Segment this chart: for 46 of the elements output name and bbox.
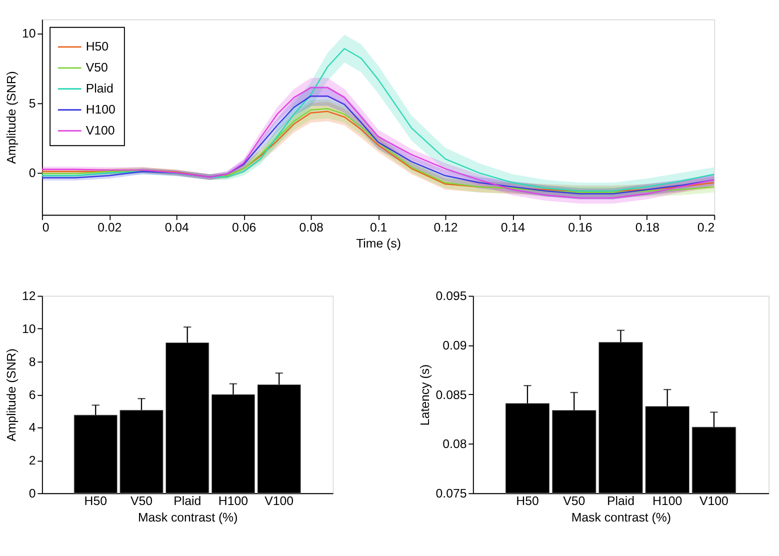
x-tick-label: 0.2 xyxy=(697,220,715,234)
legend-label: H100 xyxy=(86,102,116,117)
x-tick-label: 0.16 xyxy=(568,220,592,234)
y-tick-label: 10 xyxy=(22,26,36,41)
y-tick-label: 4 xyxy=(28,420,36,435)
y-tick-label: 0.095 xyxy=(436,289,467,304)
y-tick-label: 10 xyxy=(22,322,36,336)
x-tick-label: 0.14 xyxy=(500,220,526,234)
x-tick-label: H50 xyxy=(84,494,108,508)
y-axis-title: Latency (s) xyxy=(418,364,432,426)
y-tick-label: 0 xyxy=(28,166,36,180)
y-tick-label: 5 xyxy=(28,96,36,110)
y-tick-label: 2 xyxy=(28,454,36,468)
x-tick-label: 0.06 xyxy=(232,220,256,234)
x-tick-label: 0 xyxy=(42,220,50,234)
x-tick-label: Plaid xyxy=(174,494,202,508)
y-axis-title: Amplitude (SNR) xyxy=(4,348,18,442)
x-tick-label: V100 xyxy=(264,494,294,508)
legend-label: V100 xyxy=(86,124,115,138)
x-tick-label: V100 xyxy=(700,494,729,508)
y-tick-label: 0.09 xyxy=(442,338,467,352)
y-tick-label: 0.075 xyxy=(436,486,467,500)
x-tick-label: 0.12 xyxy=(434,220,458,234)
x-axis-title: Time (s) xyxy=(356,236,401,251)
y-tick-label: 8 xyxy=(28,354,36,369)
y-axis-title: Amplitude (SNR) xyxy=(4,71,18,164)
y-tick-label: 0.08 xyxy=(442,437,467,452)
y-tick-label: 6 xyxy=(28,388,36,402)
x-tick-label: 0.02 xyxy=(98,220,122,234)
x-tick-label: H100 xyxy=(652,494,682,508)
x-tick-label: 0.08 xyxy=(299,220,324,234)
legend-label: V50 xyxy=(86,60,108,75)
x-tick-label: H50 xyxy=(516,494,539,508)
legend-label: H50 xyxy=(86,40,109,54)
x-axis-title: Mask contrast (%) xyxy=(138,510,238,524)
x-tick-label: Plaid xyxy=(606,494,635,508)
x-tick-label: 0.18 xyxy=(635,220,660,234)
x-tick-label: V50 xyxy=(563,494,586,508)
x-tick-label: V50 xyxy=(130,494,153,508)
x-tick-label: 0.1 xyxy=(370,220,388,234)
legend-label: Plaid xyxy=(86,82,114,96)
x-tick-label: 0.04 xyxy=(164,220,190,234)
x-tick-label: H100 xyxy=(218,494,248,508)
y-tick-label: 0.085 xyxy=(436,388,467,402)
y-tick-label: 12 xyxy=(22,289,36,304)
x-axis-title: Mask contrast (%) xyxy=(571,510,672,524)
